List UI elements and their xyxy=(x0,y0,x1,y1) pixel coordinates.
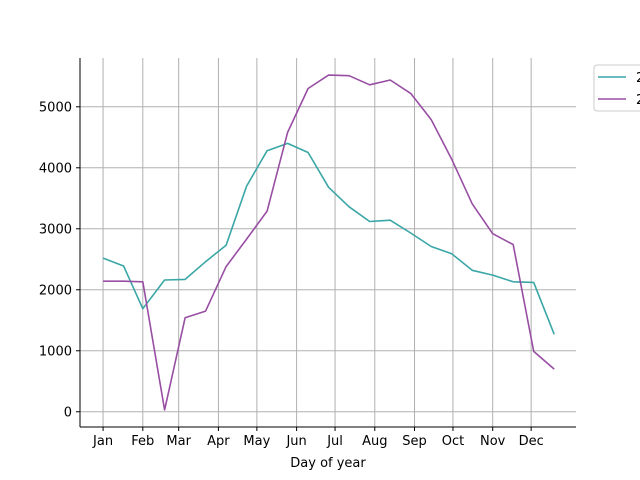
x-tick-label: Jul xyxy=(326,434,343,449)
grid xyxy=(80,58,576,427)
x-tick-label: Aug xyxy=(362,434,387,449)
x-tick-label: Oct xyxy=(442,434,464,449)
y-tick-label: 0 xyxy=(64,405,72,420)
series-lines xyxy=(102,74,555,411)
x-tick-label: Nov xyxy=(480,434,506,449)
x-tick-label: Mar xyxy=(166,434,191,449)
series-line-1 xyxy=(102,142,555,335)
x-tick-label: Feb xyxy=(131,434,154,449)
legend-label-2: 2 xyxy=(636,93,640,108)
y-tick-label: 2000 xyxy=(39,283,72,298)
legend: 22 xyxy=(593,64,640,112)
x-tick-label: Sep xyxy=(402,434,427,449)
x-tick-label: Jun xyxy=(285,434,306,449)
series-line-2 xyxy=(103,74,555,411)
legend-box xyxy=(593,64,640,112)
y-tick-label: 1000 xyxy=(39,344,72,359)
x-tick-label: May xyxy=(243,434,270,449)
legend-label-1: 2 xyxy=(636,71,640,86)
x-tick-label: Jan xyxy=(92,434,113,449)
x-axis-label: Day of year xyxy=(290,456,366,471)
axes xyxy=(79,58,576,428)
y-tick-label: 3000 xyxy=(39,222,72,237)
x-tick-label: Apr xyxy=(207,434,230,449)
x-tick-label: Dec xyxy=(519,434,544,449)
x-ticks: Jan Feb Mar Apr May Jun Jul Aug Sep Oct Nov Dec xyxy=(92,427,544,449)
y-tick-label: 5000 xyxy=(39,100,72,115)
y-ticks: 0 1000 2000 3000 4000 5000 xyxy=(39,100,80,420)
y-tick-label: 4000 xyxy=(39,161,72,176)
